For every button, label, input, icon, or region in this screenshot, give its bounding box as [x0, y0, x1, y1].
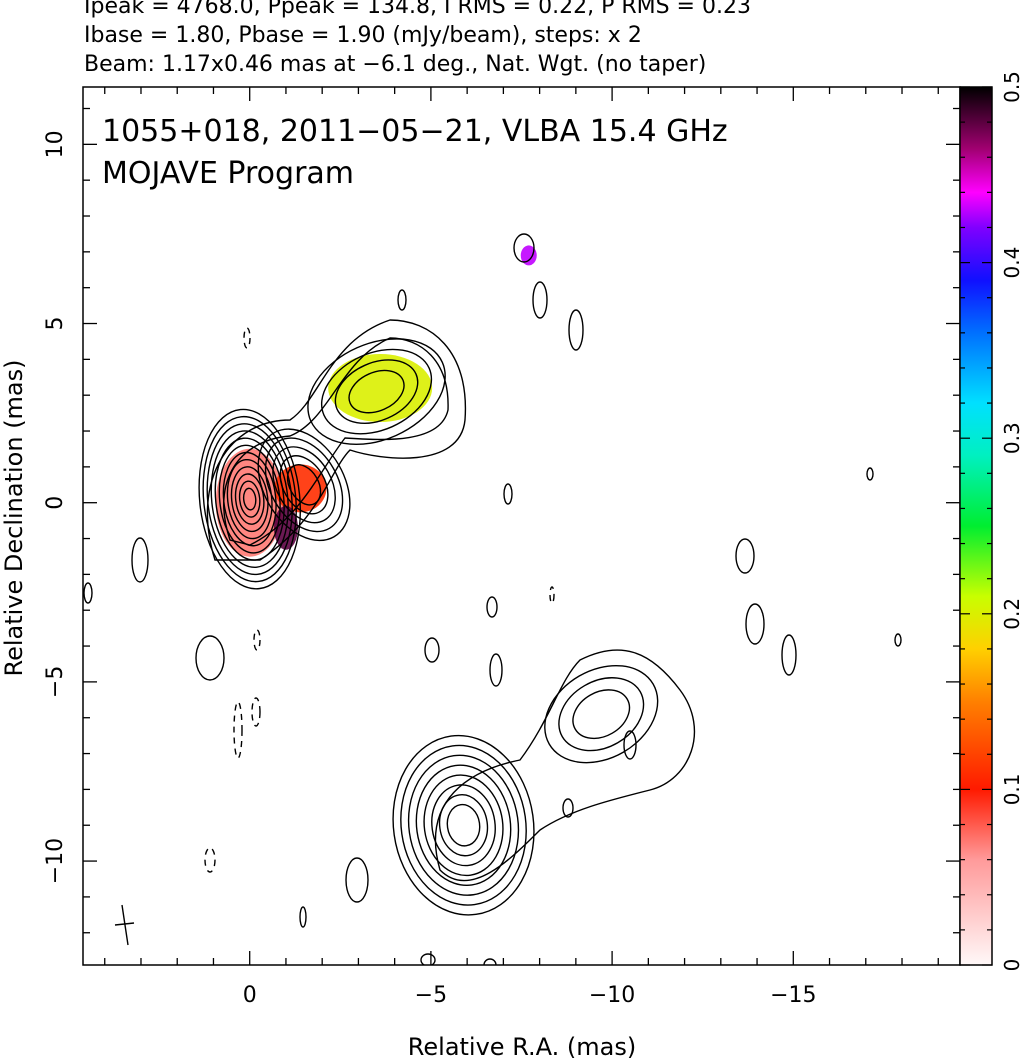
contour-level	[334, 359, 419, 424]
beam-minor-axis	[114, 922, 135, 926]
contour-level	[431, 784, 496, 867]
y-tick-label: 10	[43, 130, 68, 158]
colorbar-tick-label: 0.5	[1000, 71, 1022, 103]
contour-level	[544, 664, 659, 764]
x-tick-label: −5	[415, 983, 447, 1008]
weak-contour	[562, 798, 574, 818]
weak-contour	[503, 483, 513, 505]
contour-level	[423, 774, 504, 877]
colorbar-tick-label: 0	[1000, 959, 1022, 972]
contour-level	[286, 464, 322, 506]
contour-level	[279, 455, 329, 515]
chart-title: 1055+018, 2011−05−21, VLBA 15.4 GHz	[102, 114, 728, 149]
contour-envelope	[206, 319, 467, 561]
contour-level	[202, 415, 297, 583]
colorbar-tick-label: 0.1	[1000, 773, 1022, 805]
y-tick-label: 5	[43, 317, 68, 331]
weak-contour	[299, 906, 307, 928]
weak-contour	[623, 730, 637, 760]
weak-contour	[486, 596, 498, 618]
weak-contour	[345, 857, 369, 903]
contour-level	[230, 466, 269, 533]
weak-contour	[894, 633, 902, 647]
weak-contour	[195, 635, 225, 681]
colorbar-tick-label: 0.2	[1000, 598, 1022, 630]
contour-level	[438, 794, 489, 857]
contour-level	[234, 473, 265, 525]
header-line-2: Ibase = 1.80, Pbase = 1.90 (mJy/beam), s…	[84, 23, 642, 48]
negative-contour	[204, 847, 216, 873]
contour-level	[400, 744, 527, 906]
negative-contour	[233, 701, 243, 759]
x-tick-label: 0	[243, 983, 257, 1008]
contour-level	[242, 487, 257, 511]
negative-contour	[243, 327, 251, 349]
weak-contour	[866, 467, 874, 481]
weak-contour	[489, 653, 503, 687]
contour-level	[264, 437, 344, 533]
x-tick-label: −15	[770, 983, 816, 1008]
contour-level	[272, 446, 336, 524]
weak-contour	[424, 637, 440, 663]
negative-contour	[251, 697, 261, 727]
weak-contour	[420, 953, 436, 965]
weak-contour	[735, 538, 755, 574]
header-line-1: Ipeak = 4768.0, Ppeak = 134.8, I RMS = 0…	[84, 0, 751, 19]
contour-level	[226, 458, 273, 540]
contour-level	[392, 734, 535, 916]
contour-level	[210, 430, 289, 568]
header-line-3: Beam: 1.17x0.46 mas at −6.1 deg., Nat. W…	[84, 52, 707, 77]
weak-contour	[397, 289, 407, 311]
contour-envelope	[434, 649, 696, 882]
negative-contour	[549, 586, 555, 604]
y-tick-label: −10	[43, 838, 68, 884]
chart-subtitle: MOJAVE Program	[102, 156, 354, 191]
plot-frame	[82, 86, 961, 966]
y-axis-label: Relative Declination (mas)	[0, 359, 28, 676]
contour-level	[415, 764, 512, 887]
x-tick-label: −10	[589, 983, 635, 1008]
contour-level	[307, 338, 446, 446]
weak-contour	[513, 233, 535, 263]
contour-level	[198, 408, 302, 590]
weak-contour	[745, 603, 765, 645]
weak-contour	[532, 281, 548, 319]
polarization-patch	[520, 245, 537, 266]
weak-contour	[131, 537, 149, 583]
weak-contour	[483, 958, 497, 965]
colorbar-tick-label: 0.4	[1000, 247, 1022, 279]
y-tick-label: −5	[43, 666, 68, 698]
weak-contour	[781, 634, 797, 676]
x-axis-label: Relative R.A. (mas)	[408, 1033, 636, 1060]
y-tick-label: 0	[43, 496, 68, 510]
weak-contour	[568, 309, 584, 351]
contour-level	[572, 689, 631, 740]
colorbar-tick-label: 0.3	[1000, 422, 1022, 454]
contour-level	[446, 803, 481, 847]
beam-major-axis	[121, 904, 129, 946]
contour-level	[407, 754, 520, 896]
contour-level	[348, 369, 405, 414]
contour-level	[320, 348, 433, 435]
negative-contour	[253, 629, 261, 651]
weak-contour	[83, 582, 93, 604]
contour-level	[238, 480, 261, 518]
contour-level	[558, 677, 645, 752]
contour-envelope	[223, 337, 449, 546]
colorbar	[959, 86, 993, 966]
